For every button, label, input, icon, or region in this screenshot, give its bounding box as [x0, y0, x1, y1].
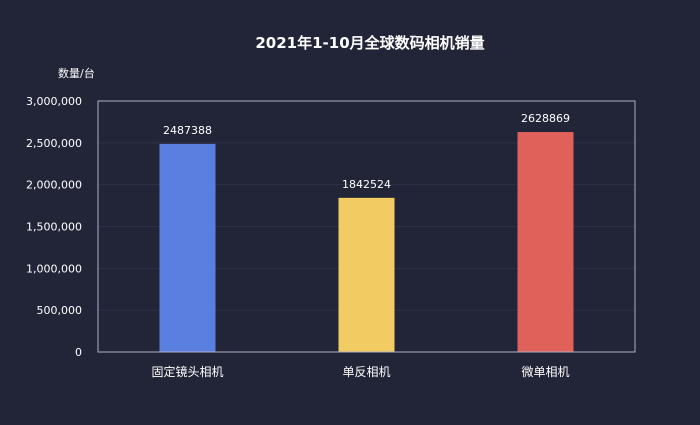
y-tick-label: 3,000,000	[26, 95, 82, 108]
x-category-label: 微单相机	[521, 365, 569, 379]
y-tick-label: 2,000,000	[26, 179, 82, 192]
x-axis-categories: 固定镜头相机 单反相机 微单相机	[151, 364, 569, 379]
chart-title: 2021年1-10月全球数码相机销量	[255, 34, 484, 52]
y-axis-unit-label: 数量/台	[58, 66, 95, 80]
y-tick-label: 0	[75, 346, 82, 359]
bars	[159, 132, 574, 352]
data-label: 1842524	[342, 178, 391, 191]
data-label: 2628869	[521, 112, 570, 125]
plot-frame	[97, 100, 636, 353]
y-tick-label: 2,500,000	[26, 137, 82, 150]
bar	[159, 143, 216, 352]
data-label: 2487388	[163, 124, 212, 137]
data-labels: 2487388 1842524 2628869	[163, 112, 570, 191]
bar	[338, 197, 395, 352]
y-tick-label: 500,000	[37, 304, 83, 317]
y-tick-label: 1,000,000	[26, 262, 82, 275]
y-axis-ticks: 0 500,000 1,000,000 1,500,000 2,000,000 2,500…	[26, 95, 82, 359]
x-category-label: 固定镜头相机	[151, 364, 223, 379]
y-tick-label: 1,500,000	[26, 221, 82, 234]
bar	[517, 132, 574, 352]
x-category-label: 单反相机	[342, 365, 390, 379]
